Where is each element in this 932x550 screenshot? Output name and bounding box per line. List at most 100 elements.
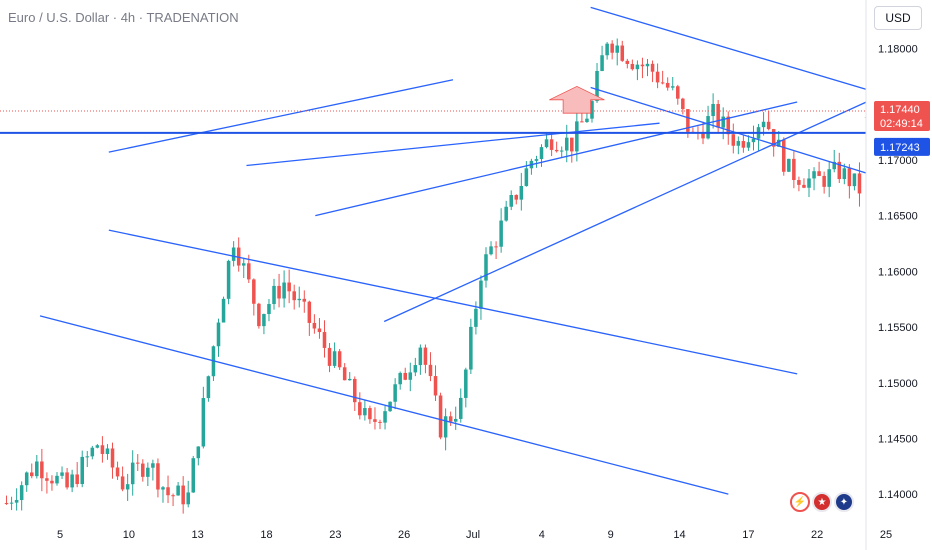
- candle-body: [504, 206, 508, 221]
- x-tick-label: 9: [608, 529, 614, 541]
- candle-body: [857, 173, 862, 194]
- candle-body: [822, 175, 826, 187]
- candle-body: [196, 446, 201, 459]
- candle-body: [40, 461, 44, 479]
- x-tick-label: 14: [673, 529, 685, 541]
- candle-body: [681, 98, 685, 110]
- candle-body: [782, 139, 786, 172]
- candle-body: [166, 487, 170, 496]
- candle-body: [4, 503, 9, 505]
- candle-body: [363, 408, 367, 416]
- x-tick-label: 5: [57, 529, 63, 541]
- candle-body: [383, 411, 387, 423]
- candle-body: [272, 285, 276, 305]
- candle-body: [489, 246, 493, 255]
- candle-body: [534, 159, 539, 161]
- candle-body: [650, 63, 655, 72]
- y-tick-label: 1.14000: [878, 489, 918, 501]
- candle-body: [479, 280, 483, 309]
- candle-body: [670, 86, 675, 88]
- candle-body: [433, 376, 438, 396]
- candle-body: [130, 462, 135, 485]
- candle-body: [832, 161, 837, 170]
- candle-body: [721, 116, 725, 128]
- candle-body: [746, 142, 751, 148]
- candle-body: [469, 326, 473, 370]
- candle-body: [9, 502, 14, 504]
- candle-body: [731, 134, 736, 146]
- candle-body: [474, 308, 478, 327]
- x-tick-label: 10: [123, 529, 135, 541]
- candle-body: [564, 137, 569, 151]
- event-badges[interactable]: ⚡ ★ ✦: [790, 492, 854, 512]
- candle-body: [151, 463, 155, 468]
- candle-body: [252, 279, 256, 304]
- chart-title: Euro / U.S. Dollar · 4h · TRADENATION: [8, 10, 239, 25]
- candle-body: [307, 301, 312, 323]
- candle-body: [85, 456, 90, 458]
- candle-body: [206, 376, 211, 399]
- candle-body: [741, 141, 746, 148]
- candle-body: [267, 304, 271, 315]
- candle-body: [509, 194, 513, 207]
- candle-body: [660, 82, 665, 84]
- candle-body: [75, 474, 79, 485]
- candle-body: [55, 475, 59, 484]
- candle-body: [50, 480, 54, 484]
- candle-body: [600, 55, 604, 71]
- axes-layer: 1.180001.175001.170001.165001.160001.155…: [57, 0, 932, 550]
- candle-body: [575, 121, 579, 152]
- lightning-icon[interactable]: ⚡: [790, 492, 810, 512]
- candle-body: [221, 298, 226, 323]
- candle-body: [610, 43, 614, 53]
- candle-body: [90, 447, 95, 457]
- candle-body: [428, 364, 433, 377]
- x-tick-label: 17: [742, 529, 754, 541]
- countdown-label: 02:49:14: [880, 118, 923, 130]
- candle-body: [842, 168, 847, 180]
- candle-body: [716, 103, 720, 128]
- candle-body: [736, 141, 741, 146]
- channel-line: [590, 86, 932, 195]
- candle-body: [751, 138, 756, 143]
- price-axis-bg: [866, 0, 932, 550]
- candle-body: [837, 161, 842, 180]
- candle-body: [797, 180, 801, 185]
- channel-line: [39, 315, 729, 495]
- candle-body: [327, 347, 332, 366]
- candle-body: [625, 60, 630, 64]
- currency-button[interactable]: USD: [874, 6, 922, 30]
- candle-body: [706, 116, 710, 139]
- candle-body: [802, 184, 806, 188]
- x-tick-label: 22: [811, 529, 823, 541]
- candle-body: [655, 71, 660, 83]
- candle-body: [847, 168, 852, 187]
- x-tick-label: 25: [880, 529, 892, 541]
- candle-body: [570, 137, 574, 152]
- candle-body: [676, 86, 680, 99]
- candle-body: [686, 109, 690, 132]
- candle-body: [65, 472, 69, 488]
- y-tick-label: 1.16000: [878, 266, 918, 278]
- level-price-label: 1.17243: [880, 142, 920, 154]
- candle-body: [585, 118, 589, 123]
- candle-body: [241, 263, 246, 266]
- candle-body: [398, 372, 402, 385]
- candle-body: [322, 332, 327, 348]
- candle-body: [161, 487, 165, 490]
- candle-body: [776, 139, 781, 147]
- level-price-badge: [874, 137, 930, 156]
- candle-body: [115, 467, 120, 477]
- candle-body: [29, 472, 34, 477]
- candle-body: [216, 322, 221, 347]
- candle-body: [156, 463, 160, 490]
- eu-flag-icon[interactable]: ✦: [834, 492, 854, 512]
- candle-body: [524, 168, 529, 186]
- candle-body: [499, 220, 503, 247]
- us-flag-icon[interactable]: ★: [812, 492, 832, 512]
- candle-body: [554, 149, 559, 152]
- candle-body: [105, 448, 110, 454]
- candle-body: [792, 158, 796, 181]
